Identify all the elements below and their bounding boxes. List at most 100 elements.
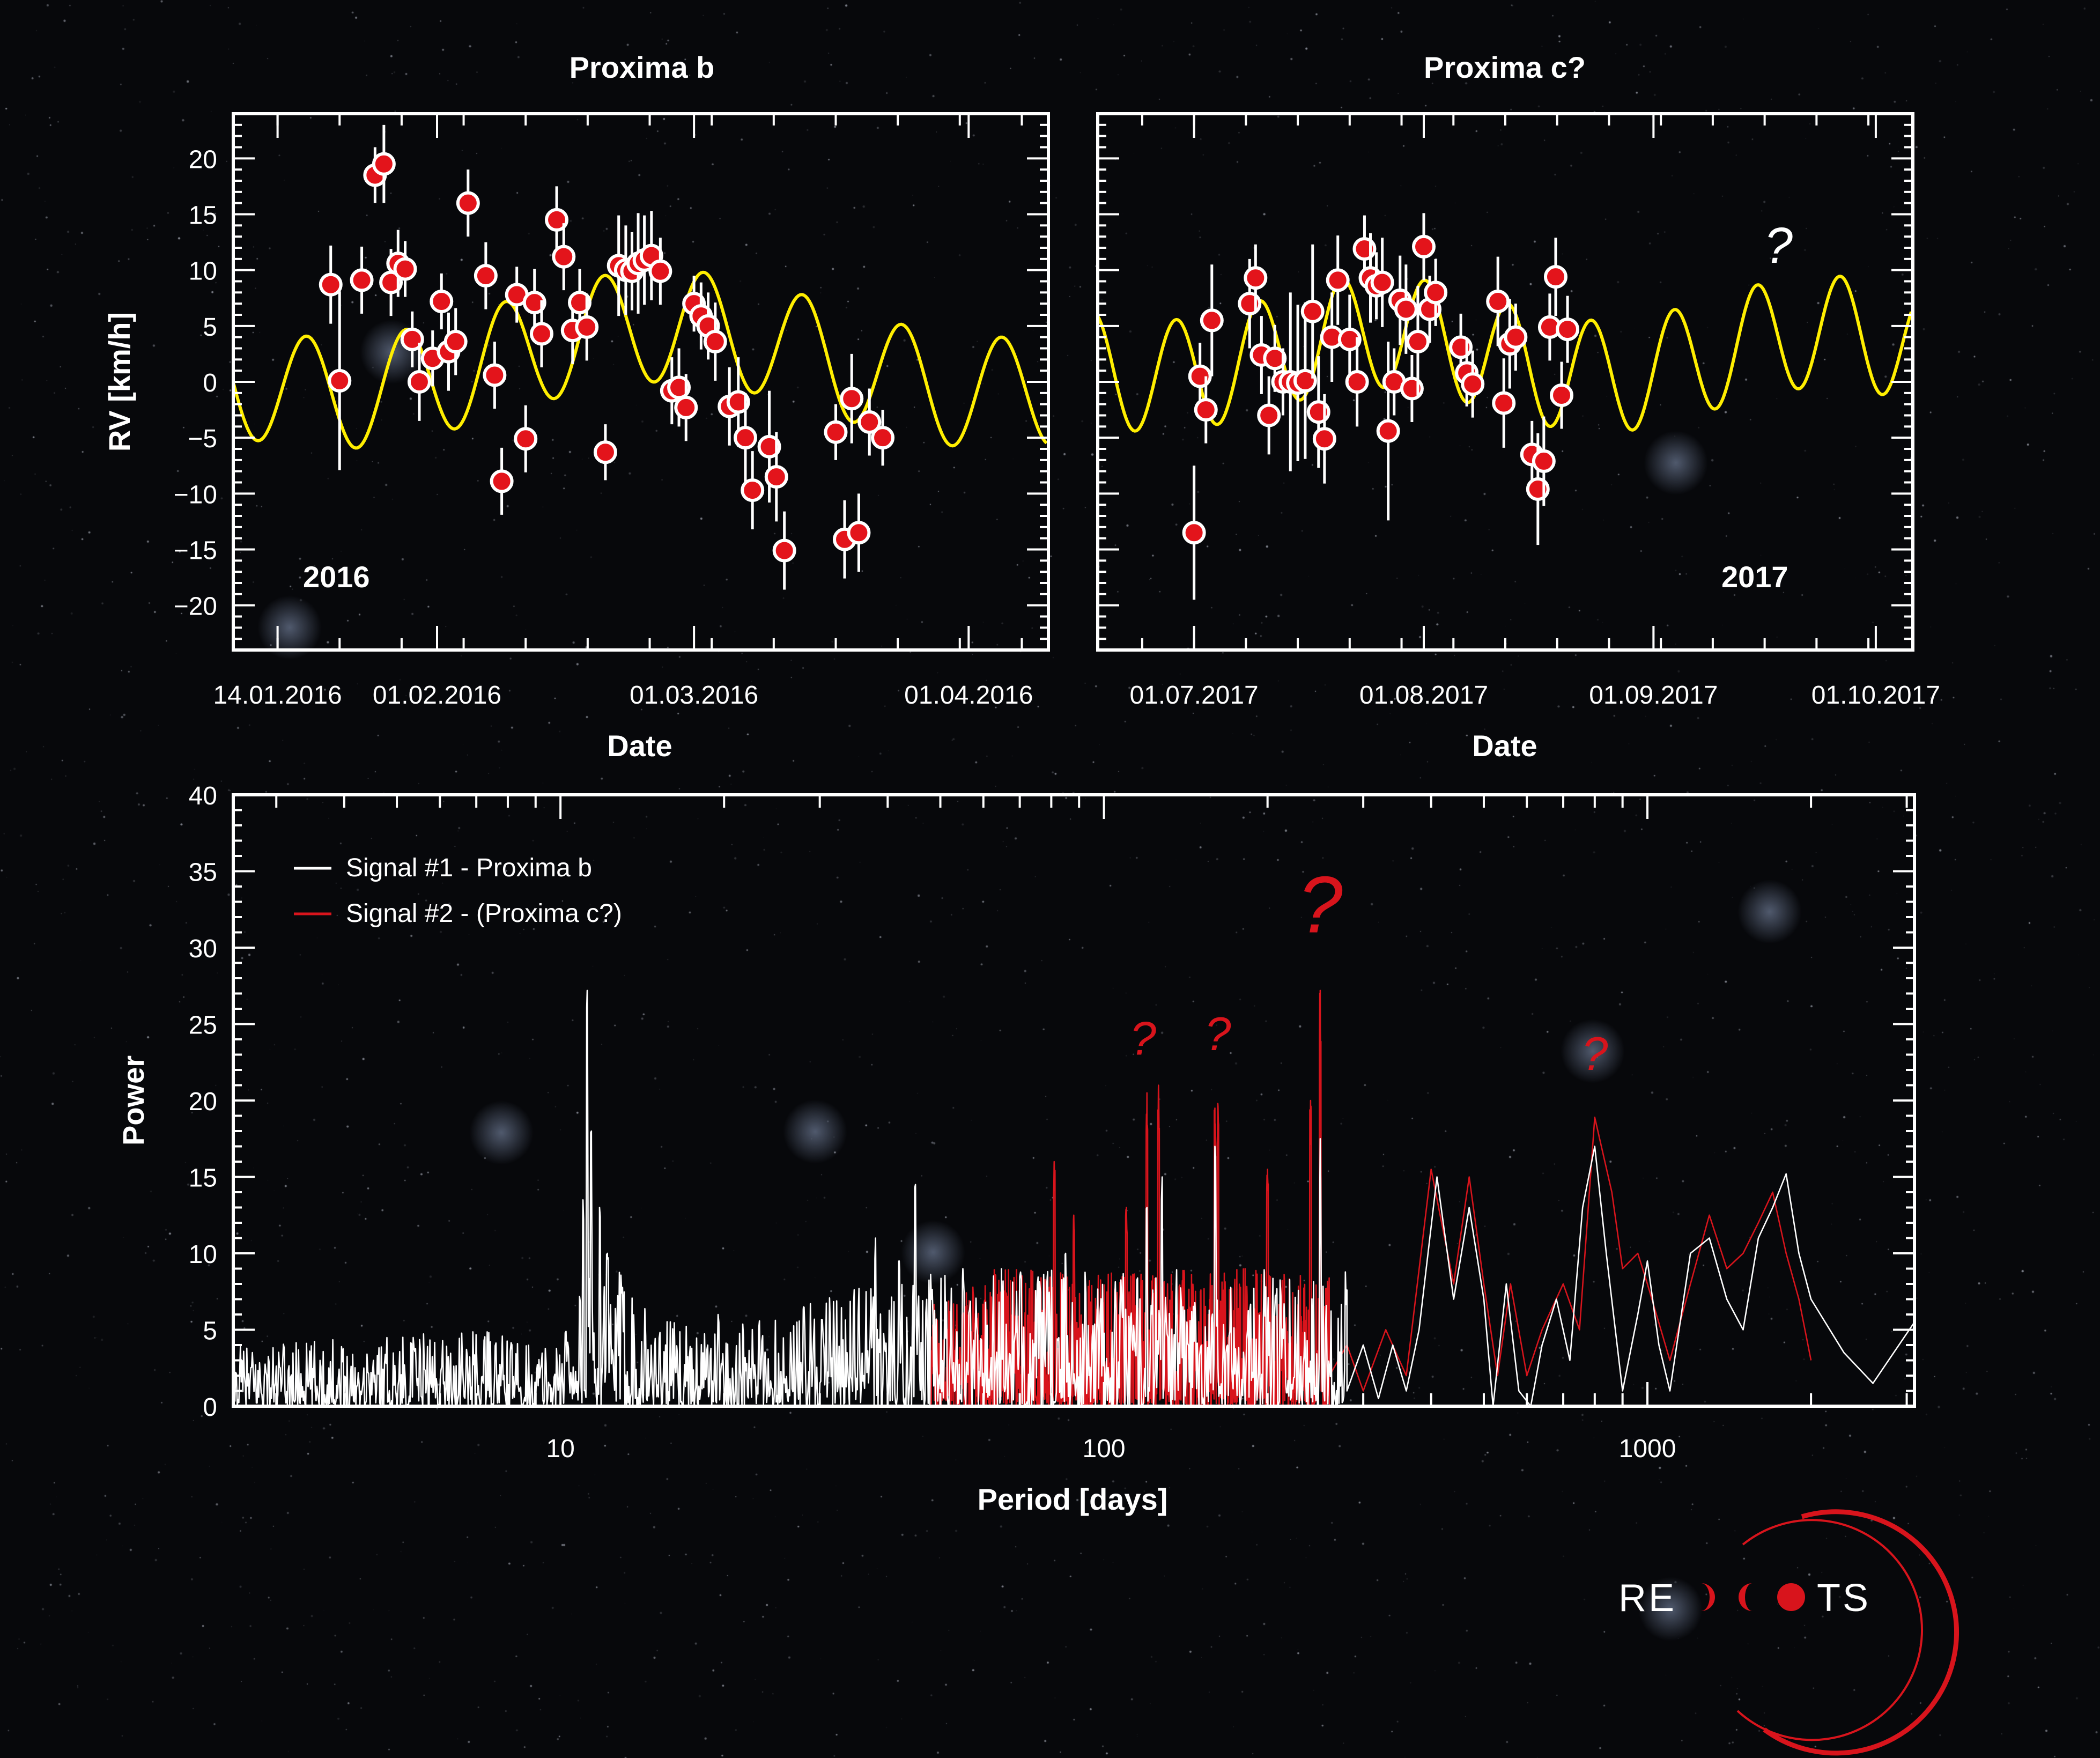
x-tick-label: 14.01.2016 (213, 681, 342, 710)
y-tick-label: 0 (203, 369, 217, 397)
year-label-2016: 2016 (303, 560, 370, 594)
rv-point (648, 259, 672, 283)
rv-point (1337, 327, 1362, 351)
power-tick-label: 10 (189, 1240, 217, 1269)
rv-point (1263, 346, 1287, 371)
year-label-2017: 2017 (1721, 560, 1788, 594)
rv-point (1194, 398, 1218, 422)
rv-point (545, 208, 569, 232)
rv-point (1394, 297, 1418, 321)
model-curve-2016 (232, 270, 1048, 450)
y-tick-label: −5 (188, 425, 217, 453)
legend-label-signal-1: Signal #1 - Proxima b (346, 854, 592, 882)
rv-point (726, 390, 750, 414)
power-tick-label: 35 (189, 859, 217, 887)
question-mark-annotation: ? (1764, 217, 1793, 274)
rv-point (741, 478, 765, 503)
logo-text-right: TS (1817, 1577, 1870, 1620)
rv-point (757, 434, 781, 459)
rv-point (1376, 419, 1400, 443)
x-tick-label: 01.09.2017 (1589, 681, 1718, 710)
power-tick-label: 30 (189, 935, 217, 963)
rv-point (1486, 290, 1510, 313)
rv-point (430, 290, 454, 313)
rv-point (1543, 265, 1567, 289)
rv-point (1370, 270, 1394, 294)
rv-point (840, 387, 864, 411)
rv-point (1244, 266, 1268, 290)
panel-title-proxima-c: Proxima c? (1424, 50, 1586, 84)
power-tick-label: 5 (203, 1317, 217, 1346)
power-tick-label: 15 (189, 1164, 217, 1193)
rv-point (522, 291, 546, 315)
rv-point (1312, 427, 1336, 451)
rv-panel-2017: Proxima c? 01.07.2017 01.08.2017 01.09.201… (1096, 50, 1940, 763)
logo-crescent-1 (1701, 1583, 1715, 1611)
y-tick-label: 10 (189, 257, 217, 286)
series-signal-1 (232, 989, 1916, 1407)
axes-2016: 20 15 10 5 0 −5 −10 −15 −20 14.01.2016 01.02.2016 0… (174, 113, 1048, 710)
rv-point (1550, 383, 1574, 407)
rv-point (483, 363, 507, 387)
rv-point (1424, 280, 1448, 305)
reddots-logo: RE TS (1618, 1509, 1959, 1756)
rv-point (407, 370, 431, 394)
logo-crescent-2 (1739, 1583, 1753, 1611)
y-axis-label-power: Power (116, 1055, 150, 1146)
rv-point (400, 327, 424, 351)
x-tick-label: 01.02.2016 (373, 681, 501, 710)
rv-point (667, 375, 691, 400)
logo-dot (1777, 1583, 1805, 1611)
rv-point (568, 291, 591, 315)
rv-point (350, 268, 374, 292)
x-axis-label-date-2017: Date (1472, 729, 1537, 763)
rv-point (529, 322, 553, 346)
rv-point (1556, 317, 1580, 342)
power-tick-label: 40 (189, 782, 217, 810)
logo-arc-inner (1736, 1519, 1923, 1741)
rv-points-2017 (1182, 213, 1580, 600)
series-line (232, 989, 1916, 1407)
rv-point (1257, 403, 1281, 427)
period-tick-label: 10 (546, 1435, 574, 1463)
y-axis-label-rv: RV [km/h] (102, 312, 136, 452)
period-tick-label: 1000 (1619, 1435, 1676, 1463)
rv-point (514, 427, 538, 451)
rv-point (764, 465, 788, 489)
model-curve-path (232, 270, 1048, 450)
rv-point (490, 469, 514, 493)
x-tick-label: 01.07.2017 (1130, 681, 1259, 710)
question-mark-annotation: ? (1130, 1012, 1156, 1065)
logo-arc-outer (1763, 1509, 1959, 1756)
period-tick-label: 100 (1083, 1435, 1126, 1463)
y-tick-label: 20 (189, 145, 217, 174)
rv-point (1326, 268, 1350, 292)
rv-point (1182, 521, 1206, 545)
rv-point (824, 420, 848, 444)
rv-point (847, 521, 871, 545)
rv-point (474, 264, 498, 288)
rv-points-2016 (319, 124, 895, 590)
y-tick-label: 5 (203, 313, 217, 342)
rv-point (1300, 299, 1325, 323)
rv-point (328, 368, 352, 393)
rv-point (703, 330, 727, 353)
power-tick-label: 20 (189, 1088, 217, 1116)
axes-periodogram: 0 5 10 15 20 25 30 35 40 10 100 1000 (189, 782, 1914, 1463)
plot-frame-periodogram (232, 793, 1916, 1408)
legend-label-signal-2: Signal #2 - (Proxima c?) (346, 899, 622, 928)
rv-point (1461, 372, 1485, 396)
rv-point (393, 257, 417, 281)
rv-panel-2016: Proxima b 20 15 10 5 0 −5 −10 −15 −20 14.01.2016 0… (102, 50, 1050, 763)
y-tick-label: −20 (174, 593, 217, 621)
x-tick-label: 01.04.2016 (904, 681, 1033, 710)
question-mark-annotation: ? (1581, 1027, 1608, 1080)
power-tick-label: 25 (189, 1011, 217, 1040)
question-mark-annotation: ? (1204, 1007, 1231, 1060)
rv-point (593, 440, 617, 464)
x-tick-label: 01.03.2016 (630, 681, 758, 710)
y-tick-label: −15 (174, 537, 217, 565)
rv-point (443, 330, 468, 353)
rv-point (1412, 234, 1436, 258)
rv-point (857, 410, 882, 434)
